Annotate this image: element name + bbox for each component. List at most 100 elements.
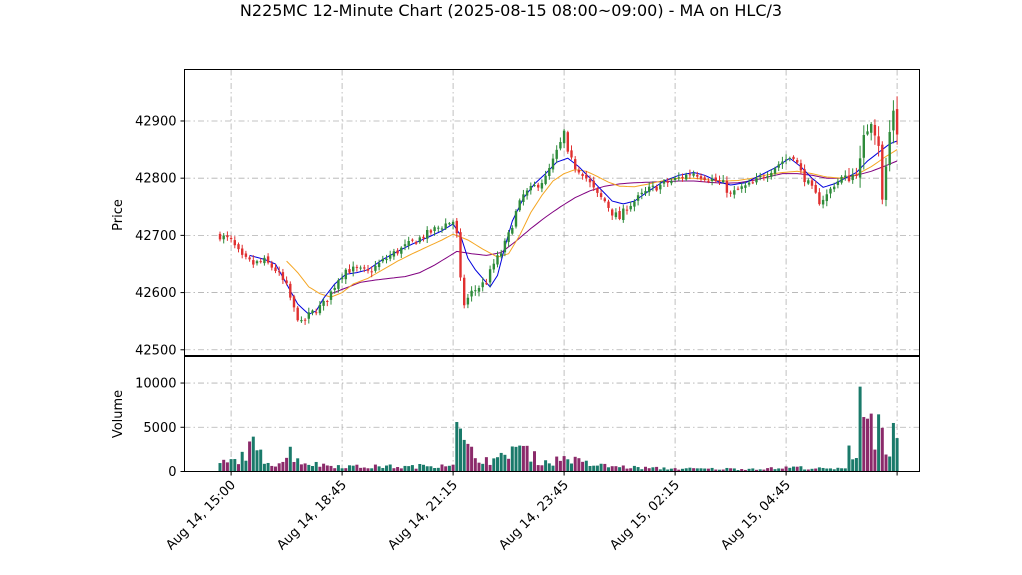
- candle-body: [244, 253, 248, 257]
- candle-body: [818, 192, 821, 205]
- candle-body: [644, 190, 647, 194]
- candle-body: [792, 156, 795, 160]
- volume-bar: [503, 454, 507, 472]
- price-panel: 42500 42600 42700 42800 42900 Price: [111, 69, 920, 358]
- candle-body: [870, 124, 873, 133]
- candle-body: [636, 195, 640, 201]
- candle-body: [511, 227, 514, 234]
- volume-bar: [858, 386, 862, 472]
- volume-bar: [784, 466, 788, 472]
- volume-bar: [673, 468, 677, 472]
- volume-bar: [510, 446, 514, 472]
- candle-body: [784, 159, 788, 161]
- volume-bar: [814, 468, 818, 472]
- volume-bar: [766, 468, 770, 472]
- volume-tick-label: 5000: [143, 421, 176, 436]
- candle-body: [444, 223, 447, 229]
- volume-bar: [370, 468, 374, 472]
- volume-bar: [492, 458, 496, 472]
- volume-bar: [895, 438, 899, 472]
- candle-body: [877, 136, 880, 146]
- volume-bar: [721, 469, 725, 472]
- volume-bar: [710, 467, 714, 472]
- candle-body: [418, 237, 421, 243]
- volume-bar: [244, 460, 248, 472]
- volume-bar: [329, 465, 333, 472]
- candle-body: [548, 168, 551, 176]
- volume-bar: [555, 456, 559, 472]
- volume-bar: [729, 468, 733, 472]
- candle-body: [566, 132, 569, 152]
- candle-body: [348, 269, 351, 273]
- candle-body: [699, 176, 703, 179]
- volume-bar: [325, 465, 329, 472]
- candle-body: [537, 184, 540, 188]
- candle-body: [588, 178, 592, 183]
- candle-body: [751, 182, 754, 184]
- volume-bar: [788, 467, 792, 472]
- candle-body: [755, 178, 758, 183]
- volume-bar: [736, 470, 740, 472]
- volume-bar: [725, 467, 729, 472]
- candle-body: [892, 110, 895, 131]
- candle-body: [611, 209, 614, 216]
- candle-body: [518, 200, 521, 211]
- candle-body: [300, 320, 303, 322]
- volume-bar: [706, 468, 710, 472]
- candle-body: [407, 241, 410, 246]
- candle-body: [685, 174, 688, 180]
- candle-body: [344, 269, 347, 280]
- candle-body: [274, 267, 277, 272]
- candle-body: [466, 297, 470, 305]
- volume-bar: [336, 465, 340, 472]
- volume-bar: [277, 463, 281, 472]
- volume-bar: [792, 466, 795, 472]
- candle-body: [414, 242, 418, 244]
- candle-body: [255, 261, 259, 264]
- volume-bar: [481, 463, 485, 472]
- candle-body: [503, 240, 507, 253]
- candlesticks: [218, 96, 899, 325]
- candle-body: [507, 232, 510, 243]
- candle-body: [363, 267, 366, 269]
- volume-bar: [666, 469, 670, 472]
- candle-body: [488, 269, 492, 283]
- candle-body: [585, 174, 588, 179]
- volume-bar: [588, 465, 592, 472]
- volume-bar: [718, 469, 721, 472]
- volume-bar: [473, 458, 477, 472]
- candle-body: [500, 253, 503, 257]
- candle-body: [881, 144, 884, 200]
- candle-body: [392, 251, 396, 257]
- volume-bar: [521, 445, 525, 472]
- ma-long-line: [330, 160, 898, 295]
- candle-body: [581, 174, 584, 177]
- candle-body: [437, 227, 440, 229]
- volume-bar: [544, 460, 548, 472]
- volume-bar: [780, 468, 784, 472]
- volume-bar: [422, 464, 425, 472]
- candle-body: [655, 186, 658, 191]
- volume-bar: [688, 467, 692, 472]
- candle-body: [599, 193, 603, 198]
- candle-body: [311, 310, 314, 314]
- candle-body: [618, 211, 621, 220]
- volume-bar: [891, 422, 895, 472]
- candle-body: [226, 235, 229, 238]
- volume-bar: [644, 466, 647, 472]
- volume-bar: [403, 465, 407, 472]
- volume-bar: [714, 469, 718, 472]
- candle-body: [592, 180, 595, 188]
- volume-bar: [695, 468, 699, 472]
- candle-body: [285, 280, 288, 284]
- candle-body: [625, 209, 629, 211]
- price-y-ticks: 42500 42600 42700 42800 42900: [135, 114, 185, 358]
- volume-bar: [314, 461, 318, 472]
- volume-bar: [507, 458, 511, 472]
- volume-bar: [888, 456, 892, 472]
- candle-body: [692, 173, 695, 176]
- volume-bar: [496, 457, 499, 472]
- volume-bar: [218, 463, 222, 472]
- candle-body: [429, 230, 433, 233]
- volume-bar: [562, 456, 566, 472]
